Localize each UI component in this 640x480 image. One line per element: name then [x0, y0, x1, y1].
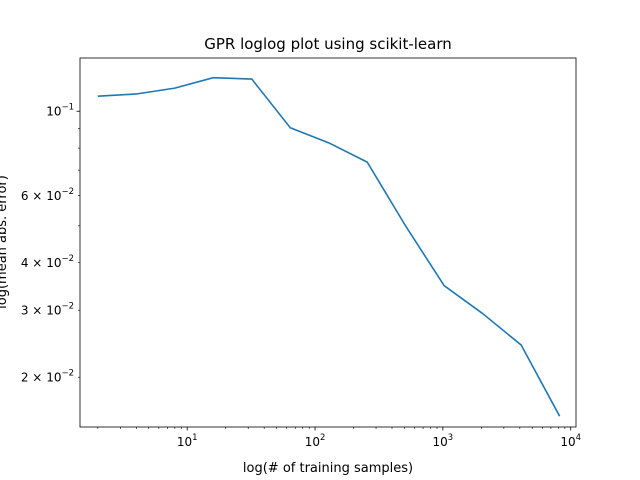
y-axis-label: log(mean abs. error): [0, 175, 10, 309]
x-axis-label: log(# of training samples): [243, 461, 413, 476]
y-tick-label: 6 × 10−2: [21, 187, 74, 203]
x-tick-label: 102: [305, 433, 326, 449]
x-tick-label: 104: [560, 433, 581, 449]
x-tick-label: 103: [433, 433, 454, 449]
y-tick-label: 2 × 10−2: [21, 369, 74, 385]
y-tick-label: 10−1: [46, 103, 74, 119]
plot-frame: [79, 57, 577, 428]
x-axis: 101 102 103 104: [97, 427, 581, 449]
x-tick-label: 101: [177, 433, 198, 449]
chart-title: GPR loglog plot using scikit-learn: [204, 35, 452, 53]
y-tick-label: 3 × 10−2: [21, 302, 74, 318]
series-line-0: [97, 76, 561, 417]
y-axis: 10−1 6 × 10−2 4 × 10−2 3 × 10−2 2 × 10−2: [21, 103, 80, 385]
plot-area: [97, 76, 561, 417]
y-tick-label: 4 × 10−2: [21, 254, 74, 270]
